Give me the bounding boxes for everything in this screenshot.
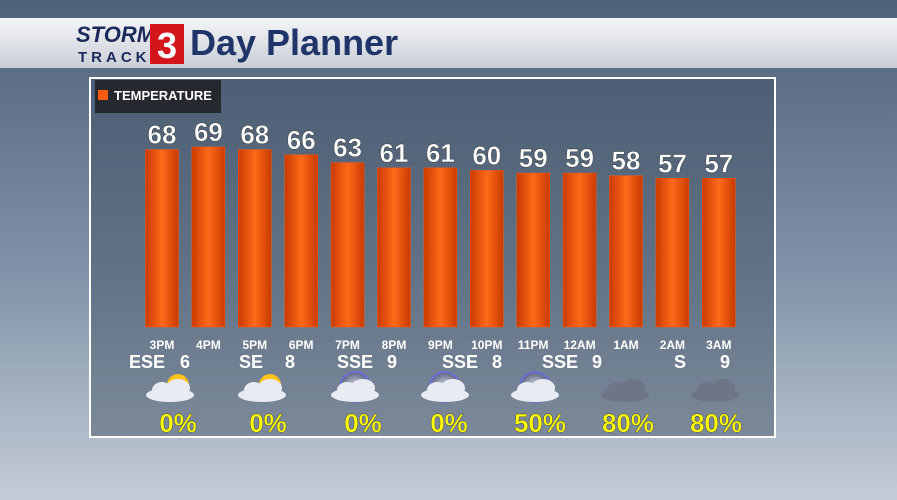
wind-direction: SE — [239, 352, 263, 372]
bar — [609, 175, 643, 328]
wind-direction: ESE — [129, 352, 165, 372]
cloud-icon — [621, 379, 645, 397]
x-tick-label: 11PM — [518, 338, 549, 352]
value-label: 68 — [148, 120, 177, 150]
wind-direction: SSE — [542, 352, 578, 372]
wind-speed: 9 — [720, 352, 730, 372]
bar — [145, 149, 179, 328]
value-label: 60 — [472, 140, 501, 170]
wind-speed: 6 — [180, 352, 190, 372]
x-tick-label: 3PM — [150, 338, 175, 352]
x-tick-label: 7PM — [335, 338, 360, 352]
bar — [191, 146, 226, 328]
bar — [423, 167, 458, 328]
value-label: 66 — [287, 125, 316, 155]
wind-speed: 9 — [387, 352, 397, 372]
bar — [655, 178, 690, 328]
value-label: 61 — [380, 138, 409, 168]
precip-label: 80% — [602, 408, 654, 438]
bar — [238, 149, 272, 328]
x-tick-label: 4PM — [196, 338, 221, 352]
legend — [95, 80, 221, 113]
bar — [470, 170, 504, 328]
cloud-icon — [711, 379, 735, 397]
brand-number: 3 — [157, 25, 177, 66]
wind-direction: SSE — [337, 352, 373, 372]
wind-direction: S — [674, 352, 686, 372]
wind-speed: 8 — [285, 352, 295, 372]
bar — [562, 172, 597, 328]
precip-label: 0% — [159, 408, 197, 438]
value-label: 58 — [612, 146, 641, 176]
brand-line1: STORM — [76, 22, 156, 47]
value-label: 57 — [704, 148, 733, 178]
value-label: 57 — [658, 148, 687, 178]
cloud-icon — [351, 379, 375, 397]
header-band — [0, 18, 897, 68]
x-tick-label: 9PM — [428, 338, 453, 352]
x-tick-label: 6PM — [289, 338, 314, 352]
value-label: 63 — [333, 133, 362, 163]
value-label: 68 — [240, 120, 269, 150]
precip-label: 0% — [249, 408, 287, 438]
x-tick-label: 10PM — [471, 338, 502, 352]
precip-label: 80% — [690, 408, 742, 438]
wind-direction: SSE — [442, 352, 478, 372]
precip-label: 0% — [344, 408, 382, 438]
legend-label: TEMPERATURE — [114, 88, 212, 103]
bar — [516, 172, 550, 328]
brand-box — [150, 24, 184, 64]
bar — [377, 167, 411, 328]
wind-speed: 9 — [592, 352, 602, 372]
x-tick-label: 2AM — [660, 338, 685, 352]
value-label: 69 — [194, 117, 223, 147]
precip-label: 50% — [514, 408, 566, 438]
cloud-icon — [441, 379, 465, 397]
chart-title: Day Planner — [190, 22, 398, 63]
bar — [284, 154, 318, 328]
wind-speed: 8 — [492, 352, 502, 372]
x-tick-label: 5PM — [242, 338, 267, 352]
value-label: 61 — [426, 138, 455, 168]
value-label: 59 — [565, 143, 594, 173]
x-tick-label: 8PM — [382, 338, 407, 352]
bar — [330, 162, 365, 328]
legend-swatch — [98, 90, 108, 100]
value-label: 59 — [519, 143, 548, 173]
brand-line2: TRACK — [78, 49, 151, 66]
x-tick-label: 1AM — [613, 338, 638, 352]
precip-label: 0% — [430, 408, 468, 438]
x-tick-label: 12AM — [564, 338, 596, 352]
x-tick-label: 3AM — [706, 338, 731, 352]
bar — [702, 178, 736, 328]
cloud-icon — [258, 379, 282, 397]
cloud-icon — [531, 379, 555, 397]
cloud-icon — [166, 379, 190, 397]
